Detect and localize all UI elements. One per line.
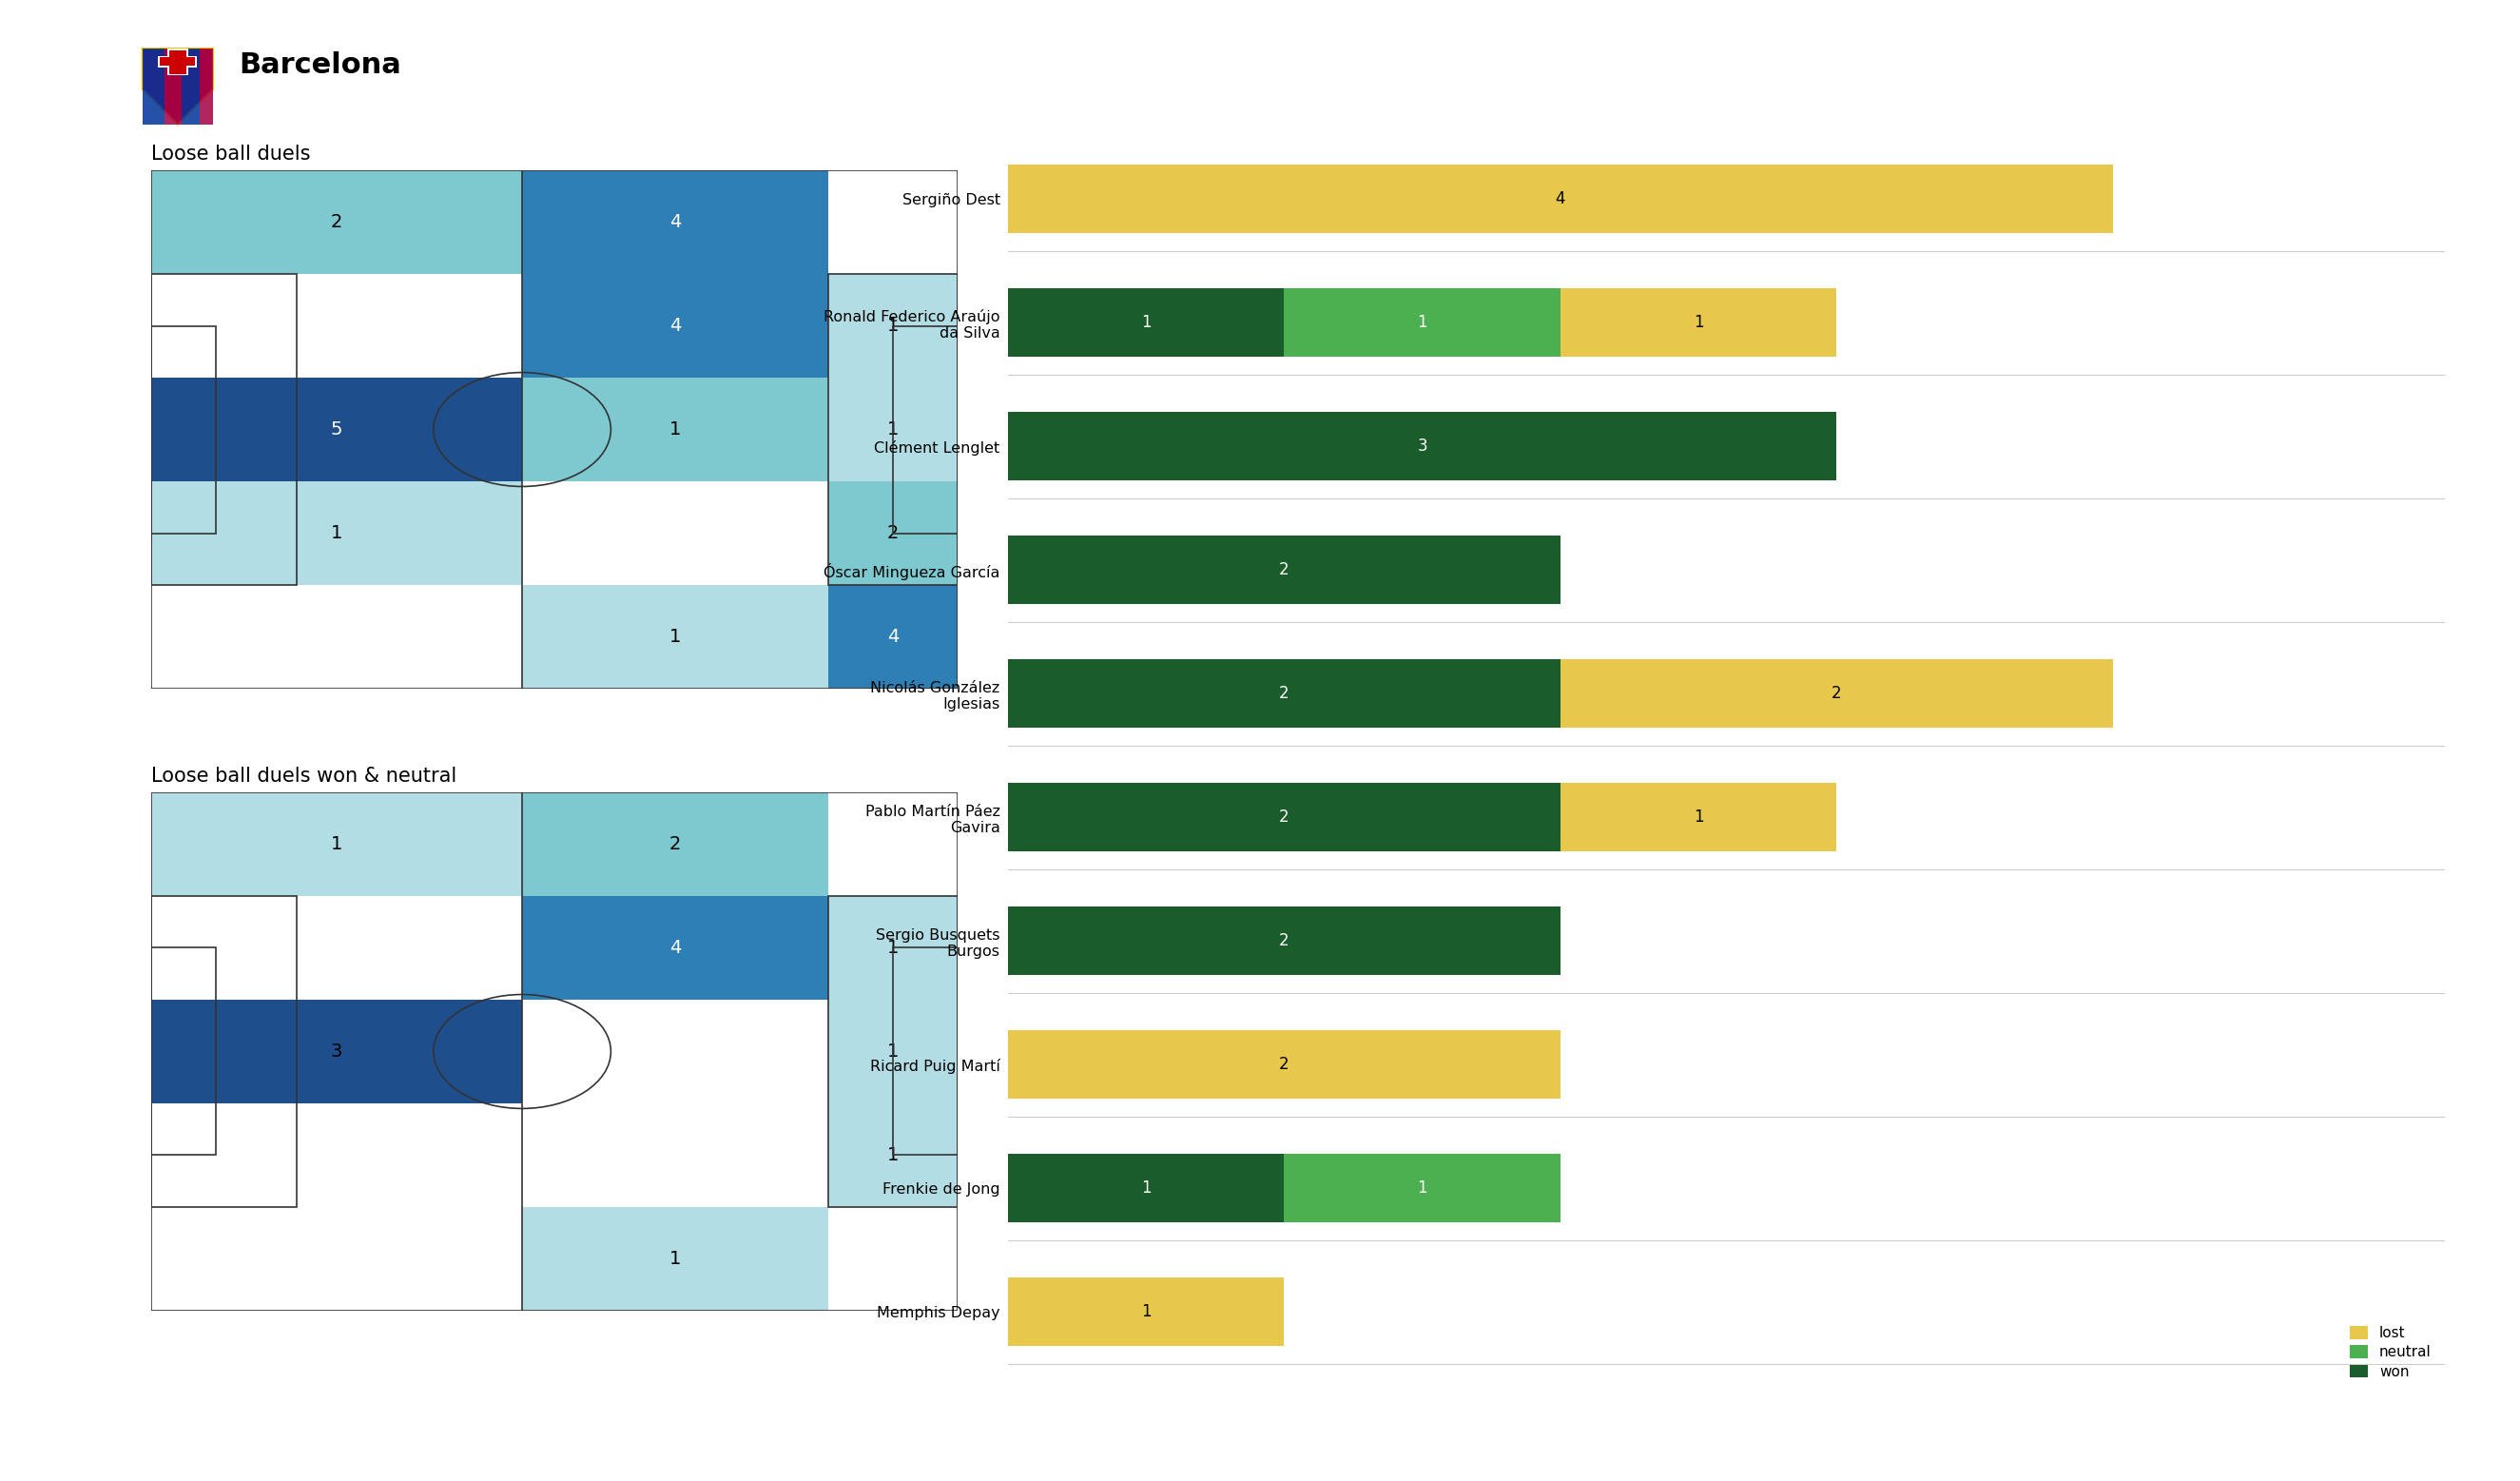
- Text: 2: 2: [887, 524, 900, 542]
- Bar: [892, 326, 958, 533]
- Bar: [522, 170, 829, 274]
- Bar: [159, 56, 197, 67]
- Bar: [151, 326, 217, 533]
- Text: Loose ball duels won & neutral: Loose ball duels won & neutral: [151, 767, 456, 785]
- Bar: [829, 896, 958, 1207]
- Text: 1: 1: [887, 939, 900, 957]
- Bar: [169, 50, 186, 74]
- Bar: [141, 49, 164, 124]
- Text: 1: 1: [330, 835, 343, 853]
- Bar: [829, 274, 958, 585]
- Text: 1: 1: [670, 421, 680, 438]
- Bar: [1008, 536, 1560, 604]
- Text: 5: 5: [330, 421, 343, 438]
- Bar: [166, 49, 189, 76]
- Bar: [151, 948, 217, 1155]
- Text: 4: 4: [670, 939, 680, 957]
- Text: 1: 1: [887, 421, 900, 438]
- Bar: [522, 378, 829, 481]
- Bar: [1008, 412, 1837, 480]
- Bar: [151, 1000, 522, 1103]
- Bar: [1560, 659, 2112, 727]
- Text: 2: 2: [330, 213, 343, 231]
- Text: 1: 1: [1693, 809, 1704, 826]
- Bar: [151, 274, 297, 585]
- Bar: [1008, 783, 1560, 852]
- Bar: [1560, 783, 1837, 852]
- Bar: [151, 481, 522, 585]
- Text: Loose ball duels: Loose ball duels: [151, 145, 310, 163]
- Text: 1: 1: [670, 628, 680, 646]
- Text: 1: 1: [1416, 1179, 1426, 1197]
- Text: 4: 4: [670, 317, 680, 335]
- Bar: [522, 1207, 829, 1311]
- Bar: [199, 49, 212, 124]
- Bar: [522, 896, 829, 1000]
- Bar: [522, 274, 829, 378]
- Bar: [1285, 289, 1560, 357]
- Text: 1: 1: [887, 1146, 900, 1164]
- Text: 2: 2: [1280, 684, 1290, 702]
- Bar: [1008, 164, 2112, 233]
- Bar: [151, 170, 522, 274]
- Bar: [159, 56, 194, 65]
- Bar: [181, 49, 199, 124]
- Bar: [829, 896, 958, 1000]
- Bar: [829, 585, 958, 689]
- Bar: [151, 378, 522, 481]
- Text: 1: 1: [670, 1250, 680, 1268]
- Text: 2: 2: [670, 835, 680, 853]
- Text: 1: 1: [887, 1043, 900, 1060]
- Bar: [1008, 1031, 1560, 1099]
- Polygon shape: [141, 49, 212, 124]
- Text: 4: 4: [1555, 190, 1565, 207]
- Bar: [1560, 289, 1837, 357]
- Text: 2: 2: [1832, 684, 1842, 702]
- Text: 1: 1: [1142, 1303, 1152, 1321]
- Text: 4: 4: [887, 628, 900, 646]
- Text: 4: 4: [670, 213, 680, 231]
- Text: 2: 2: [1280, 932, 1290, 949]
- Bar: [1008, 289, 1285, 357]
- Bar: [892, 948, 958, 1155]
- Text: 1: 1: [1693, 314, 1704, 332]
- Bar: [151, 792, 522, 896]
- Text: Barcelona: Barcelona: [239, 52, 401, 80]
- Text: 1: 1: [1142, 1179, 1152, 1197]
- Bar: [151, 896, 297, 1207]
- Text: 2: 2: [1280, 809, 1290, 826]
- Bar: [164, 49, 181, 124]
- Bar: [829, 1103, 958, 1207]
- Bar: [829, 481, 958, 585]
- Text: 3: 3: [330, 1043, 343, 1060]
- Text: 2: 2: [1280, 561, 1290, 579]
- Bar: [1008, 1278, 1285, 1346]
- Text: 3: 3: [1416, 437, 1426, 455]
- Bar: [829, 274, 958, 378]
- Bar: [1285, 1154, 1560, 1222]
- Bar: [1008, 659, 1560, 727]
- Text: 1: 1: [330, 524, 343, 542]
- Bar: [829, 1000, 958, 1103]
- Text: 1: 1: [1142, 314, 1152, 332]
- Text: 1: 1: [887, 317, 900, 335]
- Bar: [1008, 906, 1560, 974]
- Text: 2: 2: [1280, 1056, 1290, 1074]
- Text: 1: 1: [1416, 314, 1426, 332]
- Bar: [522, 792, 829, 896]
- Bar: [829, 378, 958, 481]
- Legend: lost, neutral, won: lost, neutral, won: [2344, 1320, 2437, 1385]
- Bar: [522, 585, 829, 689]
- Bar: [1008, 1154, 1285, 1222]
